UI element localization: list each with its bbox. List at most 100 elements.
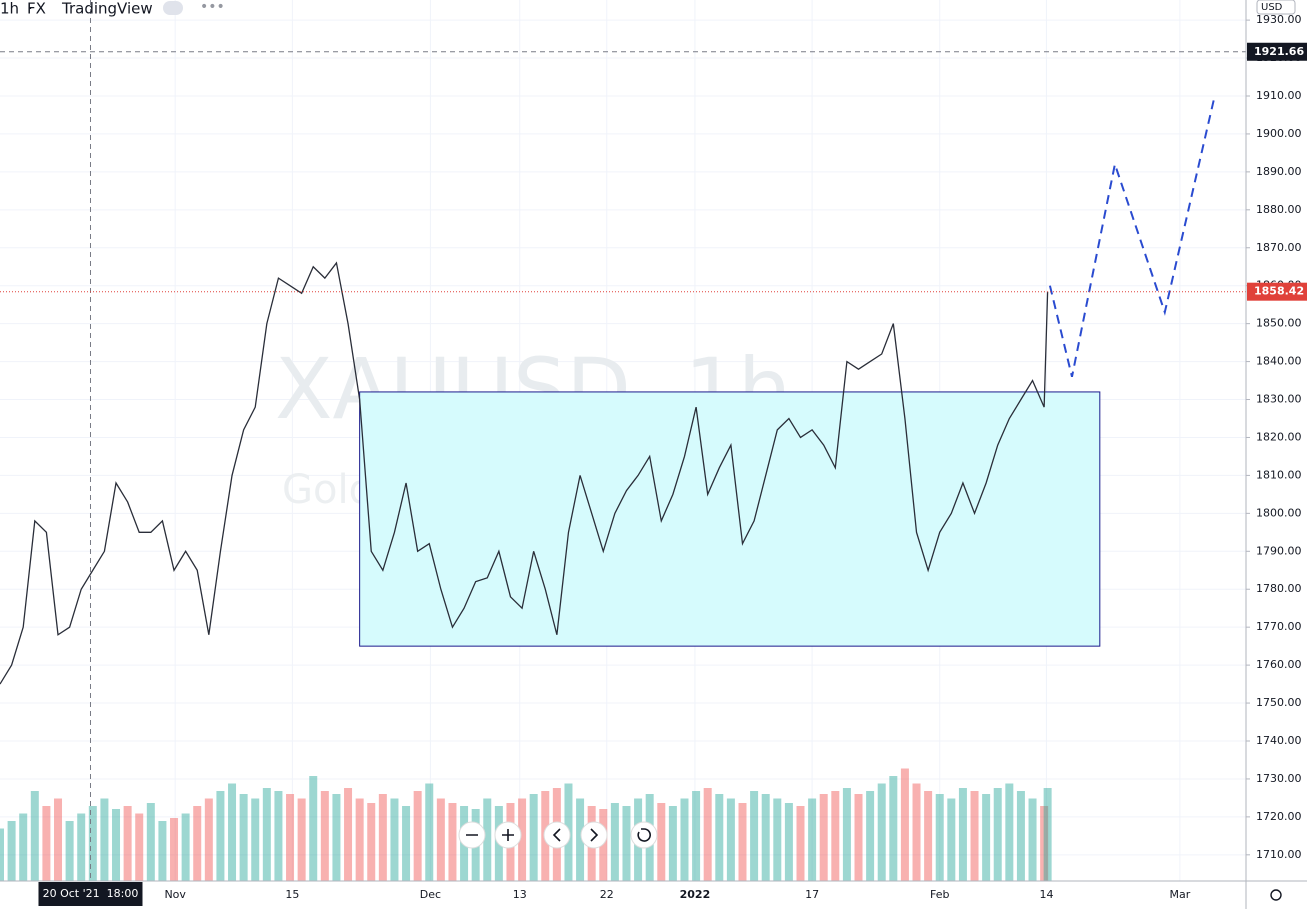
header-interval: 1h	[0, 0, 19, 18]
last-price-label: 1858.42	[1254, 285, 1304, 298]
volume-bar	[181, 813, 190, 881]
y-tick-label: 1760.00	[1256, 658, 1302, 671]
currency[interactable]: USD	[1261, 2, 1283, 13]
volume-bar	[239, 794, 248, 881]
volume-bar	[309, 776, 318, 881]
volume-bar	[622, 806, 631, 881]
volume-bar	[796, 806, 805, 881]
volume-bar	[576, 798, 585, 881]
scroll-right[interactable]	[580, 821, 608, 849]
volume-bar	[668, 806, 677, 881]
volume-bar	[332, 794, 341, 881]
x-tick-label: Nov	[164, 888, 186, 901]
y-tick-label: 1720.00	[1256, 810, 1302, 823]
scroll-left[interactable]	[543, 821, 571, 849]
volume-bar	[877, 783, 886, 881]
volume-bar	[286, 794, 295, 881]
crosshair-y-label: 1921.66	[1254, 45, 1304, 58]
y-tick-label: 1930.00	[1256, 13, 1302, 26]
volume-bar	[599, 809, 608, 881]
header-exchange: FX	[27, 0, 46, 18]
volume-bar	[831, 791, 840, 881]
volume-bar	[367, 803, 376, 881]
x-tick-label: 17	[805, 888, 819, 901]
projection-path	[1048, 95, 1216, 377]
range-box	[359, 391, 1101, 647]
y-tick-label: 1910.00	[1256, 89, 1302, 102]
volume-bar	[344, 788, 353, 881]
currency-box[interactable]	[1256, 0, 1296, 15]
y-tick-label: 1770.00	[1256, 620, 1302, 633]
reset[interactable]	[630, 821, 658, 849]
y-tick-label: 1750.00	[1256, 696, 1302, 709]
volume-bar	[1028, 798, 1037, 881]
header-toggle[interactable]	[163, 1, 183, 15]
y-tick-label: 1840.00	[1256, 355, 1302, 368]
volume-bar	[715, 794, 724, 881]
volume-bar	[297, 798, 306, 881]
price-line	[0, 261, 1049, 685]
y-tick-label: 1890.00	[1256, 165, 1302, 178]
control-icons	[466, 828, 651, 842]
header-source: TradingView	[61, 0, 153, 18]
y-tick-label: 1880.00	[1256, 203, 1302, 216]
volume-bar	[947, 798, 956, 881]
volume-bar	[680, 798, 689, 881]
y-tick-label: 1830.00	[1256, 393, 1302, 406]
volume-bar	[65, 821, 74, 881]
volume-bar	[436, 798, 445, 881]
volume-bar	[7, 821, 16, 881]
volume-bar	[483, 798, 492, 881]
y-tick-label: 1800.00	[1256, 506, 1302, 519]
header-sep: ·	[28, 0, 33, 18]
volume-bar	[251, 798, 260, 881]
volume-bar	[784, 803, 793, 881]
volume-bar	[1005, 783, 1014, 881]
volume-bar	[216, 791, 225, 881]
volume-bar	[1016, 791, 1025, 881]
x-tick-label: 14	[1039, 888, 1053, 901]
volume-bar	[912, 783, 921, 881]
volume-bar	[657, 803, 666, 881]
volume-bar	[982, 794, 991, 881]
volume-bar	[425, 783, 434, 881]
volume-bar	[204, 798, 213, 881]
x-tick-label: Dec	[420, 888, 441, 901]
volume-bar	[88, 806, 97, 881]
volume-bar	[970, 791, 979, 881]
volume-bar	[135, 813, 144, 881]
volume-bar	[123, 806, 132, 881]
x-tick-label: Feb	[930, 888, 949, 901]
volume-bar	[819, 794, 828, 881]
volume-bar	[738, 803, 747, 881]
volume-bar	[42, 806, 51, 881]
volume-bar	[0, 828, 4, 881]
volume-bar	[726, 798, 735, 881]
volume-bar	[610, 803, 619, 881]
x-tick-label: Mar	[1169, 888, 1190, 901]
volume-bar	[228, 783, 237, 881]
volume-bar	[112, 809, 121, 881]
header-more[interactable]: •••	[200, 0, 225, 15]
y-tick-label: 1790.00	[1256, 544, 1302, 557]
volume-bar	[77, 813, 86, 881]
volume-bar	[262, 788, 271, 881]
y-tick-label: 1810.00	[1256, 468, 1302, 481]
x-tick-label: 2022	[680, 888, 711, 901]
volume-bar	[958, 788, 967, 881]
volume-bar	[866, 791, 875, 881]
volume-bar	[773, 798, 782, 881]
y-tick-label: 1820.00	[1256, 430, 1302, 443]
volume-bar	[703, 788, 712, 881]
volume-bar	[924, 791, 933, 881]
volume-bar	[146, 803, 155, 881]
volume-bar	[518, 798, 527, 881]
settings-icon[interactable]	[1270, 889, 1282, 901]
volume-bar	[808, 798, 817, 881]
y-tick-label: 1780.00	[1256, 582, 1302, 595]
volume-bar	[30, 791, 39, 881]
volume-bar	[274, 791, 283, 881]
volume-bar	[935, 794, 944, 881]
volume-bar	[761, 794, 770, 881]
